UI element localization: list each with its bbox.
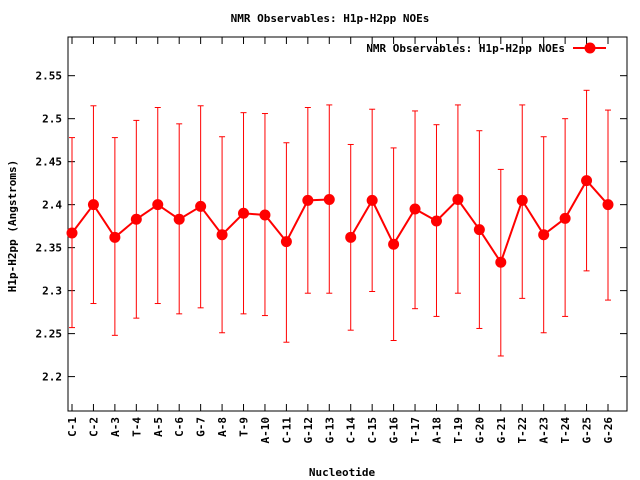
x-tick-label: T-9 [238,417,251,437]
x-tick-label: A-8 [216,417,229,437]
x-tick-label: G-21 [495,417,508,444]
x-tick-label: A-5 [152,417,165,437]
y-tick-label: 2.2 [42,371,62,384]
series-lines [71,178,609,265]
data-point [323,193,335,205]
data-point [409,203,421,215]
legend-marker-sample [584,42,596,54]
data-point [495,256,507,268]
x-tick-label: T-4 [130,417,143,437]
data-point [259,209,271,221]
data-point [152,199,164,211]
x-tick-label: A-10 [259,417,272,444]
x-tick-label: C-11 [280,417,293,444]
data-point [280,236,292,248]
chart-title: NMR Observables: H1p-H2pp NOEs [231,12,430,25]
plot-area [67,36,628,412]
x-tick-label: C-14 [345,417,358,444]
data-point [109,231,121,243]
data-point [538,229,550,241]
plot-frame [67,36,628,412]
data-point [195,200,207,212]
x-tick-label: C-15 [366,417,379,444]
data-point [302,194,314,206]
x-tick-label: C-6 [173,417,186,437]
data-point [602,199,614,211]
error-bars [69,89,611,357]
x-tick-label: T-17 [409,417,422,444]
x-tick-label: T-22 [516,417,529,444]
data-point [238,207,250,219]
x-tick-label: A-23 [538,417,551,444]
x-tick-label: A-18 [430,417,443,444]
data-point [516,194,528,206]
x-tick-label: A-3 [109,417,122,437]
legend: NMR Observables: H1p-H2pp NOEs [366,42,606,55]
y-tick-label: 2.4 [42,199,62,212]
y-tick-label: 2.25 [36,328,63,341]
x-tick-label: C-1 [66,417,79,437]
y-axis: 2.2 2.25 2.3 2.35 2.4 2.45 2.5 2.55 [36,70,627,384]
x-tick-label: T-24 [559,417,572,444]
x-tick-label: G-7 [195,417,208,437]
y-tick-label: 2.3 [42,285,62,298]
data-point [559,212,571,224]
x-axis: C-1 C-2 A-3 T-4 A-5 C-6 G-7 A-8 T-9 A-10 C-11 G-12 G… [66,37,615,444]
x-tick-label: G-12 [302,417,315,444]
data-point [366,194,378,206]
x-tick-label: G-26 [602,417,615,444]
data-point [345,231,357,243]
x-tick-label: C-2 [87,417,100,437]
y-tick-label: 2.35 [36,242,63,255]
data-points [66,175,614,268]
data-point [66,227,78,239]
y-tick-label: 2.45 [36,156,63,169]
x-tick-label: G-16 [388,417,401,444]
data-point [87,199,99,211]
data-point [173,213,185,225]
data-point [452,193,464,205]
legend-label: NMR Observables: H1p-H2pp NOEs [366,42,565,55]
y-tick-label: 2.55 [36,70,63,83]
data-point [130,213,142,225]
y-tick-label: 2.5 [42,113,62,126]
data-point [216,229,228,241]
x-tick-label: G-20 [473,417,486,444]
data-point [581,175,593,187]
x-axis-label: Nucleotide [309,466,376,479]
x-tick-label: G-25 [581,417,594,444]
data-point [473,224,485,236]
x-tick-label: G-13 [323,417,336,444]
y-axis-label: H1p-H2pp (Angstroms) [6,160,19,292]
x-tick-label: T-19 [452,417,465,444]
data-point [388,238,400,250]
data-point [430,215,442,227]
